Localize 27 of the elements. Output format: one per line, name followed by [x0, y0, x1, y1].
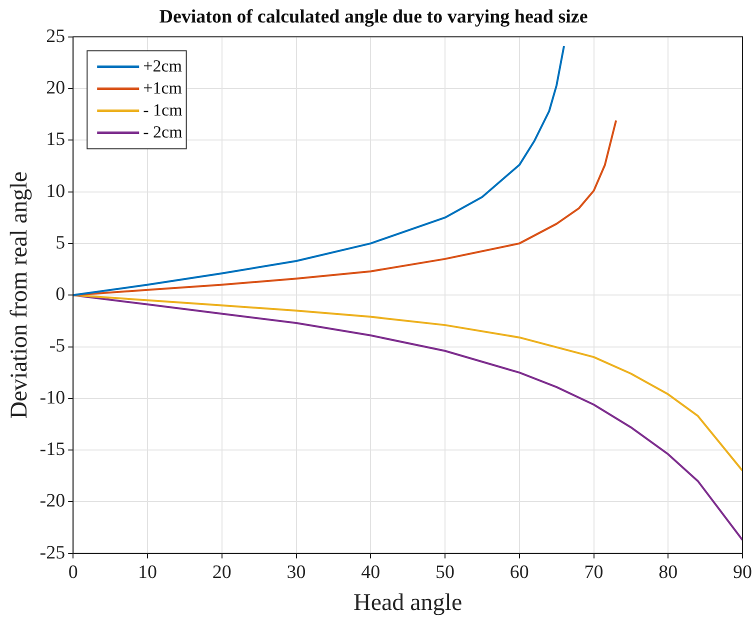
x-tick-label: 50	[436, 562, 454, 583]
y-tick-label: 25	[46, 26, 66, 47]
x-tick-label: 30	[286, 562, 306, 583]
x-tick-label: 60	[510, 562, 529, 583]
legend-label: - 1cm	[143, 100, 182, 120]
x-tick-label: 70	[584, 562, 604, 583]
y-tick-label: 5	[56, 232, 66, 254]
y-tick-label: 0	[56, 284, 66, 306]
x-tick-label: 10	[138, 562, 157, 583]
x-tick-label: 80	[658, 562, 678, 583]
y-tick-label: -20	[40, 490, 66, 512]
legend-label: +2cm	[143, 56, 182, 76]
y-tick-label: 10	[46, 180, 66, 202]
legend-label: - 2cm	[143, 122, 182, 142]
y-tick-label: -5	[49, 336, 66, 357]
y-tick-label: 15	[46, 129, 66, 150]
x-axis-title: Head angle	[354, 590, 462, 616]
y-tick-label: -10	[40, 387, 66, 408]
x-tick-label: 90	[733, 562, 752, 583]
legend-label: +1cm	[143, 78, 182, 98]
x-tick-label: 40	[361, 562, 380, 583]
y-tick-label: 20	[46, 77, 66, 98]
y-tick-label: -25	[40, 542, 66, 564]
y-tick-label: -15	[40, 439, 66, 460]
y-axis-title: Deviation from real angle	[6, 171, 33, 419]
x-tick-label: 20	[212, 562, 232, 583]
chart-title: Deviaton of calculated angle due to varying head size	[159, 6, 588, 28]
